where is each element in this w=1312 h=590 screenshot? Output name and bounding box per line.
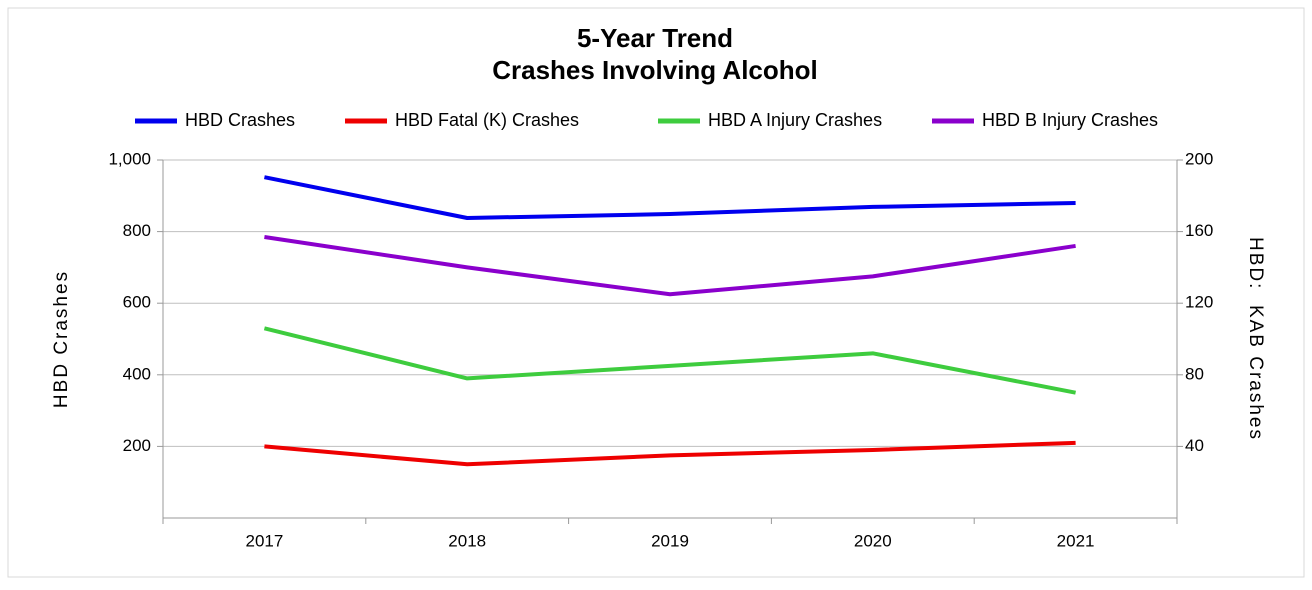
series-line — [264, 440, 1076, 467]
series-line — [263, 326, 1076, 395]
y-tick-label: 1,000 — [108, 149, 151, 168]
chart-subtitle: Crashes Involving Alcohol — [492, 55, 818, 85]
y-tick-label: 800 — [123, 221, 151, 240]
legend-label: HBD A Injury Crashes — [708, 110, 882, 130]
y2-tick-label: 80 — [1185, 364, 1204, 383]
y-tick-label: 200 — [123, 436, 151, 455]
x-tick-label: 2019 — [651, 531, 689, 550]
legend-label: HBD B Injury Crashes — [982, 110, 1158, 130]
y2-tick-label: 160 — [1185, 221, 1213, 240]
y2-tick-label: 120 — [1185, 293, 1213, 312]
series-line — [264, 175, 1076, 220]
y2-axis-title: HBD: KAB Crashes — [1245, 237, 1266, 441]
chart-title: 5-Year Trend — [577, 23, 733, 53]
legend-label: HBD Fatal (K) Crashes — [395, 110, 579, 130]
x-tick-label: 2017 — [245, 531, 283, 550]
legend-label: HBD Crashes — [185, 110, 295, 130]
y-axis-title: HBD Crashes — [51, 270, 72, 408]
y-tick-label: 600 — [123, 293, 151, 312]
x-tick-label: 2018 — [448, 531, 486, 550]
y-tick-label: 400 — [123, 364, 151, 383]
y2-tick-label: 200 — [1185, 149, 1213, 168]
y2-tick-label: 40 — [1185, 436, 1204, 455]
series-line — [264, 234, 1076, 297]
x-tick-label: 2020 — [854, 531, 892, 550]
x-tick-label: 2021 — [1057, 531, 1095, 550]
